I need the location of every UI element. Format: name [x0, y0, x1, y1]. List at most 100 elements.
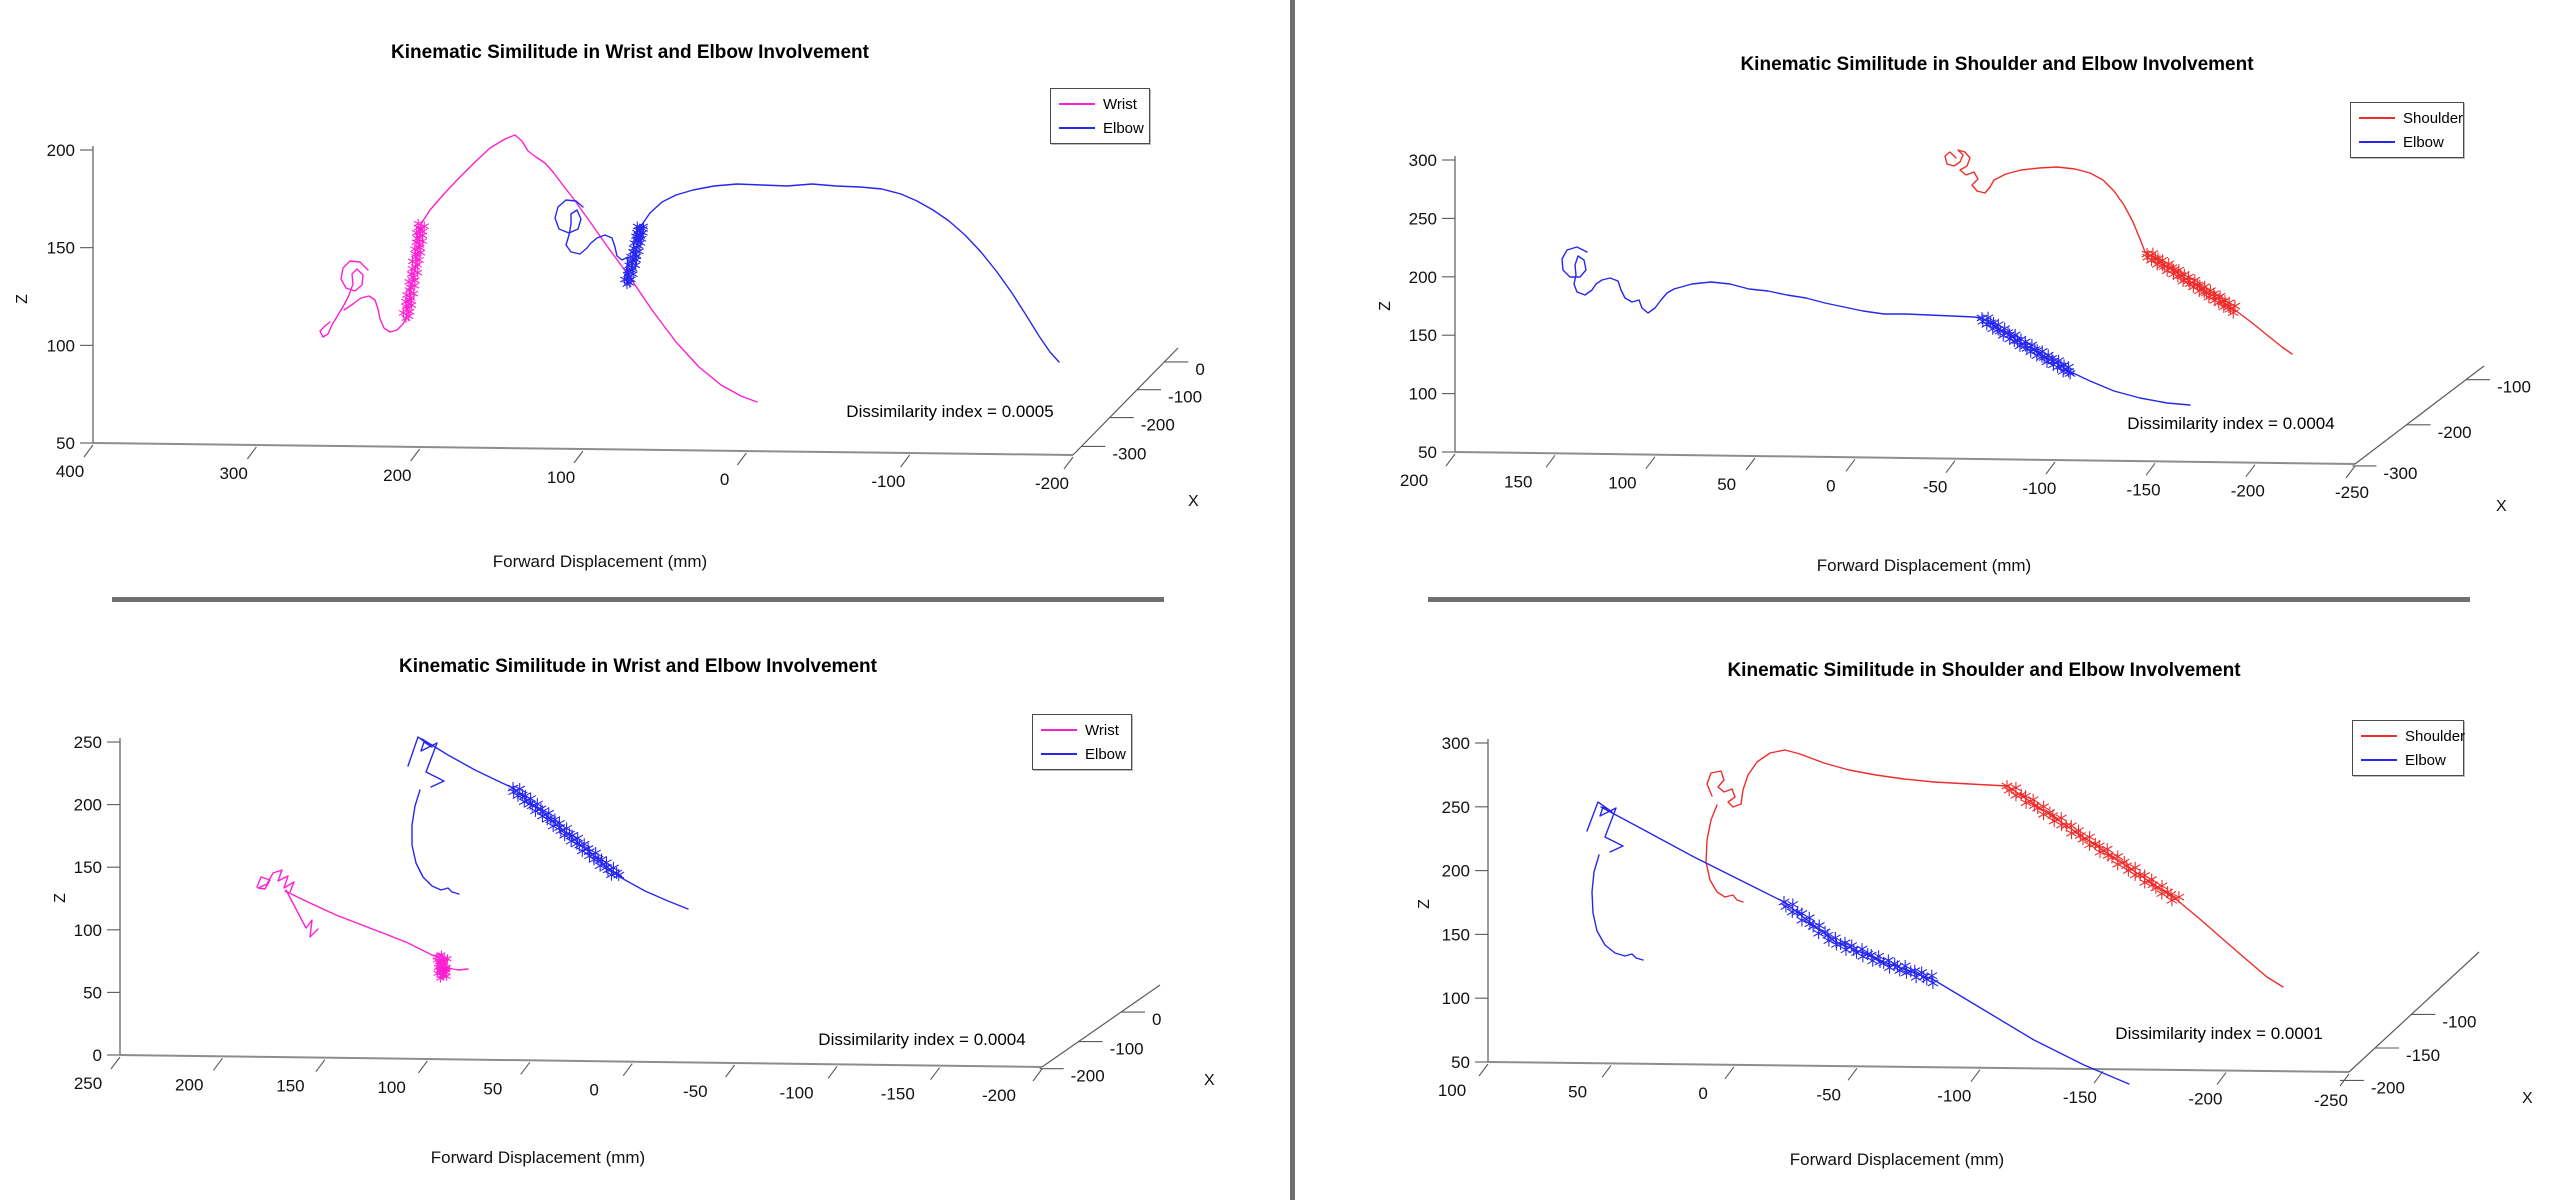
- legend-line-sample: [2361, 759, 2397, 761]
- chart-title: Kinematic Similitude in Shoulder and Elb…: [1740, 54, 2254, 75]
- svg-text:0: 0: [93, 1046, 102, 1065]
- svg-text:50: 50: [1717, 475, 1736, 494]
- dissimilarity-annotation: Dissimilarity index = 0.0004: [818, 1030, 1026, 1049]
- svg-text:-200: -200: [2438, 423, 2472, 442]
- dissimilarity-annotation: Dissimilarity index = 0.0005: [846, 402, 1054, 421]
- svg-text:250: 250: [1442, 798, 1470, 817]
- x-axis-title: Forward Displacement (mm): [1816, 556, 2032, 575]
- svg-text:-100: -100: [2442, 1012, 2476, 1031]
- plot-panel-shoulder-elbow-2: 300 250 200 150 100 50 100 50 0 -50 -100 -150 -200 -2…: [1284, 600, 2568, 1200]
- legend-line-sample: [2361, 735, 2397, 737]
- depth-axis-label: X: [1204, 1072, 1215, 1089]
- svg-text:-150: -150: [2406, 1046, 2440, 1065]
- svg-text:0: 0: [1826, 476, 1835, 495]
- svg-text:-100: -100: [1937, 1087, 1971, 1106]
- x-axis-title: Forward Displacement (mm): [1789, 1150, 2005, 1169]
- svg-text:-200: -200: [1071, 1067, 1105, 1086]
- horizontal-divider-left: [112, 597, 1164, 602]
- legend-item: Elbow: [2361, 752, 2455, 769]
- legend-label: Elbow: [2405, 751, 2446, 769]
- svg-text:150: 150: [1409, 326, 1437, 345]
- svg-text:0: 0: [1152, 1010, 1161, 1029]
- svg-text:0: 0: [1195, 360, 1204, 379]
- svg-text:-50: -50: [683, 1082, 708, 1101]
- svg-text:200: 200: [1409, 268, 1437, 287]
- svg-text:50: 50: [1418, 443, 1437, 462]
- svg-text:-100: -100: [1110, 1040, 1144, 1059]
- svg-text:200: 200: [1400, 471, 1428, 490]
- legend-item: Elbow: [1059, 119, 1144, 137]
- chart-title: Kinematic Similitude in Wrist and Elbow …: [391, 42, 869, 63]
- legend-line-sample: [1059, 127, 1095, 129]
- svg-text:200: 200: [74, 796, 102, 815]
- legend-line-sample: [2359, 141, 2395, 143]
- svg-text:150: 150: [74, 858, 102, 877]
- svg-text:100: 100: [1442, 989, 1470, 1008]
- legend-label: Shoulder: [2403, 109, 2464, 127]
- svg-text:150: 150: [47, 239, 75, 258]
- svg-text:100: 100: [1438, 1081, 1466, 1100]
- svg-text:-200: -200: [1141, 416, 1175, 435]
- svg-text:-100: -100: [2497, 378, 2531, 397]
- svg-text:0: 0: [589, 1081, 598, 1100]
- legend-item: Shoulder: [2361, 728, 2465, 745]
- svg-text:50: 50: [1568, 1082, 1587, 1101]
- legend-line-sample: [1041, 753, 1077, 755]
- legend: Shoulder Elbow: [2350, 102, 2464, 158]
- legend-line-sample: [2359, 117, 2395, 119]
- svg-text:100: 100: [74, 921, 102, 940]
- x-axis-title: Forward Displacement (mm): [430, 1148, 646, 1167]
- x-axis-title: Forward Displacement (mm): [492, 552, 708, 571]
- svg-text:-150: -150: [881, 1085, 915, 1104]
- svg-text:100: 100: [547, 468, 575, 487]
- svg-text:0: 0: [1698, 1084, 1707, 1103]
- svg-text:-200: -200: [2231, 482, 2265, 501]
- legend-item: Elbow: [2359, 134, 2455, 151]
- plot-panel-wrist-elbow-2: 250 200 150 100 50 0 250 200 150 100 50 0 -50 -100 -15…: [0, 600, 1284, 1200]
- legend-label: Wrist: [1103, 95, 1137, 113]
- legend-line-sample: [1059, 103, 1095, 105]
- legend: Wrist Elbow: [1050, 88, 1150, 144]
- depth-axis-label: X: [1188, 493, 1199, 510]
- svg-text:-200: -200: [2188, 1090, 2222, 1109]
- svg-text:-100: -100: [780, 1083, 814, 1102]
- svg-text:150: 150: [1504, 472, 1532, 491]
- z-axis-label: Z: [13, 294, 31, 304]
- horizontal-divider-right: [1428, 597, 2470, 602]
- svg-text:250: 250: [74, 1074, 102, 1093]
- legend-label: Elbow: [1085, 745, 1126, 763]
- svg-text:200: 200: [383, 466, 411, 485]
- svg-text:150: 150: [1442, 925, 1470, 944]
- z-axis-label: Z: [51, 893, 69, 903]
- svg-text:-150: -150: [2063, 1088, 2097, 1107]
- svg-text:100: 100: [1409, 385, 1437, 404]
- svg-text:-50: -50: [1816, 1085, 1841, 1104]
- svg-text:300: 300: [1409, 151, 1437, 170]
- legend: Shoulder Elbow: [2352, 720, 2465, 776]
- legend-line-sample: [1041, 729, 1077, 731]
- chart-title: Kinematic Similitude in Wrist and Elbow …: [399, 656, 877, 677]
- depth-axis-label: X: [2496, 498, 2507, 515]
- svg-text:200: 200: [1442, 862, 1470, 881]
- legend-item: Wrist: [1041, 722, 1123, 739]
- z-axis-label: Z: [1415, 899, 1433, 909]
- svg-text:-300: -300: [1112, 444, 1146, 463]
- plot-area: 300 250 200 150 100 50 200 150 100 50 0 -50 -100 -150…: [1400, 149, 2531, 502]
- plot-area: 250 200 150 100 50 0 250 200 150 100 50 0 -50 -100 -15…: [74, 733, 1162, 1105]
- svg-text:-200: -200: [1035, 474, 1069, 493]
- svg-text:100: 100: [377, 1078, 405, 1097]
- svg-text:250: 250: [1409, 209, 1437, 228]
- dissimilarity-annotation: Dissimilarity index = 0.0001: [2115, 1024, 2323, 1043]
- depth-axis-label: X: [2522, 1090, 2533, 1107]
- svg-text:50: 50: [1451, 1053, 1470, 1072]
- plot-panel-shoulder-elbow-1: 300 250 200 150 100 50 200 150 100 50 0 -50 -100 -150…: [1284, 0, 2568, 600]
- svg-text:250: 250: [74, 733, 102, 752]
- svg-text:150: 150: [276, 1077, 304, 1096]
- plot-area: 200 150 100 50 400 300 200 100 0 -100 -200 0 -100 -20…: [47, 134, 1205, 493]
- legend-label: Elbow: [1103, 119, 1144, 137]
- legend-label: Elbow: [2403, 133, 2444, 151]
- svg-text:-100: -100: [871, 472, 905, 491]
- svg-text:300: 300: [219, 464, 247, 483]
